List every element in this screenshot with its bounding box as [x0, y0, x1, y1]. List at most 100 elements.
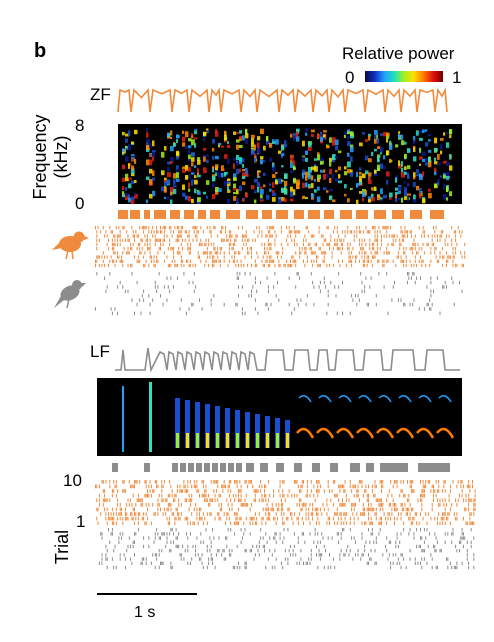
raster-spike [447, 242, 449, 247]
raster-spike [109, 259, 111, 263]
zf-spec-cell [290, 154, 294, 161]
raster-spike [422, 480, 424, 484]
raster-spike [154, 238, 156, 242]
raster-spike [309, 532, 311, 536]
raster-spike [306, 226, 308, 230]
raster-spike [150, 255, 152, 259]
raster-spike [370, 557, 372, 561]
raster-spike [371, 255, 373, 259]
raster-spike [111, 259, 113, 263]
raster-spike [336, 226, 338, 230]
zf-spec-cell [347, 198, 350, 203]
raster-spike [455, 234, 457, 238]
raster-spike [270, 226, 272, 230]
raster-spike [95, 259, 96, 263]
zf-spec-cell [290, 198, 294, 202]
zf-spec-cell [176, 169, 179, 172]
raster-spike [178, 516, 180, 521]
raster-spike [386, 234, 388, 238]
raster-spike [95, 263, 96, 268]
raster-spike [171, 259, 173, 263]
zebra-finch-icon [52, 228, 89, 262]
zf-spec-cell [227, 186, 230, 192]
raster-spike [231, 503, 233, 507]
zf-spec-cell [236, 160, 239, 164]
raster-spike [182, 259, 184, 263]
raster-spike [451, 565, 453, 570]
zf-spec-cell [218, 143, 221, 148]
raster-spike [390, 565, 392, 570]
raster-spike [280, 512, 282, 516]
raster-spike [128, 238, 130, 242]
raster-spike [339, 238, 341, 242]
raster-spike [124, 507, 126, 512]
raster-spike [166, 255, 168, 259]
raster-spike [416, 528, 418, 532]
raster-spike [118, 512, 120, 516]
raster-spike [449, 561, 451, 565]
raster-spike [213, 489, 215, 493]
raster-spike [368, 230, 369, 234]
raster-spike [287, 516, 289, 521]
zf-spec-cell [134, 193, 138, 199]
raster-spike [197, 489, 199, 493]
zf-spec-cell [305, 132, 308, 136]
raster-spike [265, 498, 267, 503]
raster-spike [101, 553, 103, 557]
raster-spike [468, 561, 470, 565]
raster-spike [147, 493, 148, 498]
raster-spike [407, 480, 408, 484]
raster-spike [349, 311, 351, 316]
raster-spike [134, 553, 135, 557]
raster-spike [262, 544, 264, 549]
raster-spike [358, 259, 360, 263]
zf-spec-cell [446, 175, 450, 179]
zf-syllable-bar [118, 210, 128, 219]
raster-spike [162, 512, 164, 516]
raster-spike [344, 503, 346, 507]
raster-spike [193, 226, 195, 230]
raster-spike [186, 489, 187, 493]
raster-spike [122, 238, 124, 242]
raster-spike [189, 259, 191, 263]
zf-spec-cell [413, 199, 417, 203]
zf-spec-cell [290, 186, 294, 193]
zf-spec-cell [188, 148, 191, 154]
raster-spike [377, 234, 379, 238]
raster-spike [391, 234, 393, 238]
lf-syllable-bar [246, 463, 254, 472]
raster-spike [167, 285, 169, 289]
raster-spike [349, 480, 351, 484]
raster-spike [381, 484, 382, 489]
raster-spike [205, 242, 207, 247]
zf-spec-cell [377, 138, 380, 144]
raster-spike [258, 544, 260, 549]
raster-spike [258, 553, 260, 557]
raster-spike [296, 272, 298, 276]
raster-spike [196, 536, 198, 540]
raster-spike [374, 480, 376, 484]
raster-spike [130, 544, 132, 549]
raster-spike [383, 263, 385, 268]
raster-spike [469, 521, 471, 526]
raster-spike [429, 298, 431, 302]
raster-spike [394, 521, 395, 526]
raster-spike [160, 247, 161, 251]
raster-spike [150, 561, 152, 565]
raster-spike [433, 242, 434, 247]
raster-spike [408, 272, 410, 276]
raster-spike [293, 544, 295, 549]
raster-spike [352, 247, 354, 251]
raster-spike [144, 226, 146, 230]
raster-spike [397, 544, 399, 549]
zf-spec-cell [131, 172, 135, 177]
raster-spike [230, 528, 232, 532]
raster-spike [335, 493, 337, 498]
raster-spike [296, 480, 298, 484]
raster-spike [388, 540, 390, 544]
raster-spike [414, 259, 416, 263]
raster-spike [282, 251, 284, 255]
raster-spike [145, 226, 147, 230]
raster-spike [453, 230, 455, 234]
raster-spike [316, 507, 317, 512]
